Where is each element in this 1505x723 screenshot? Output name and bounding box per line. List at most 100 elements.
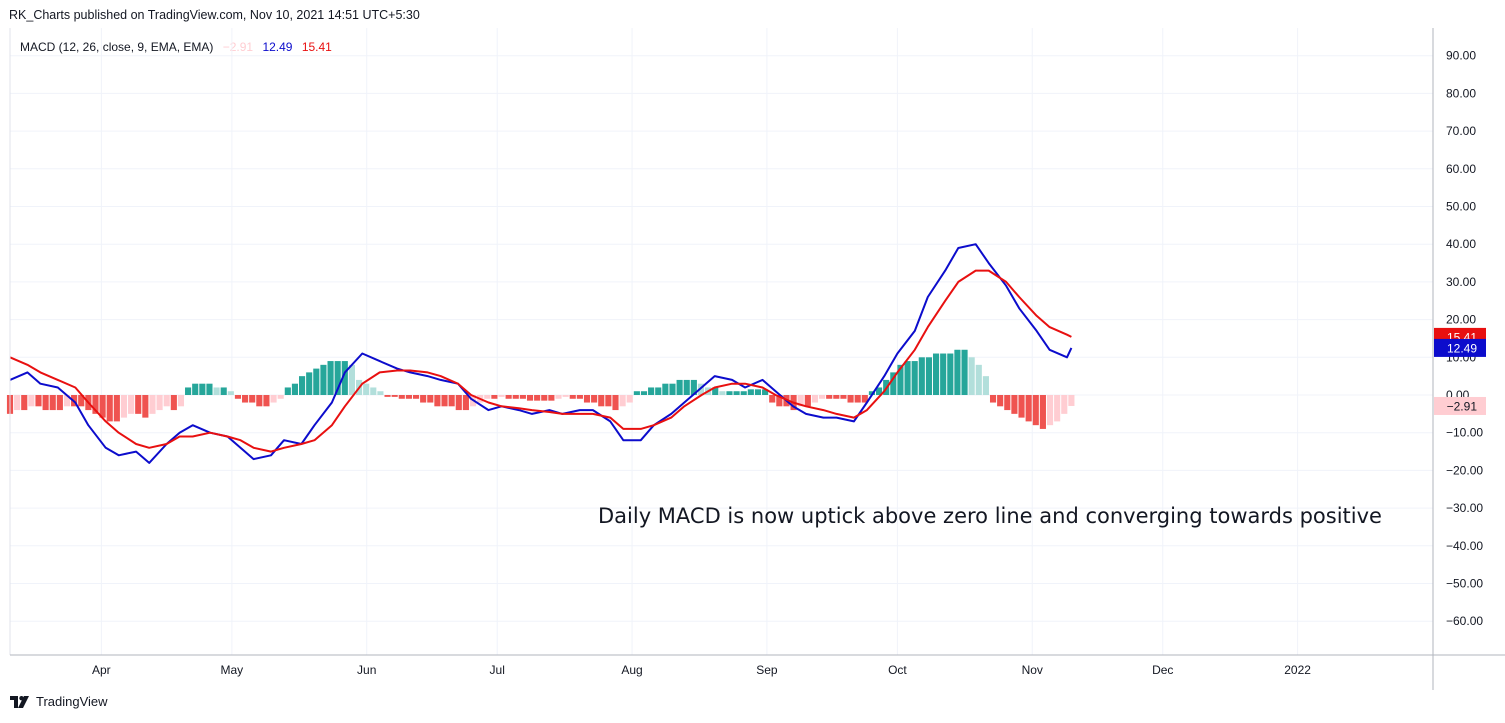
histogram-bar <box>904 361 911 395</box>
histogram-bar <box>220 387 227 395</box>
price-label-text: 12.49 <box>1447 341 1477 355</box>
histogram-bar <box>947 353 954 395</box>
histogram-bar <box>334 361 341 395</box>
histogram-bar <box>462 395 469 411</box>
histogram-bar <box>405 395 412 399</box>
price-label-box <box>1434 396 1486 415</box>
y-tick-label: 40.00 <box>1446 237 1476 251</box>
histogram-bar <box>348 364 355 395</box>
footer[interactable]: TradingView <box>10 694 108 709</box>
histogram-bar <box>491 395 498 399</box>
annotation-text: Daily MACD is now uptick above zero line… <box>598 504 1382 528</box>
histogram-bar <box>299 376 306 395</box>
x-tick-label: Nov <box>1022 663 1043 677</box>
histogram-bar <box>370 387 377 395</box>
y-tick-label: −10.00 <box>1446 426 1483 440</box>
histogram-bar <box>120 395 128 418</box>
histogram-bar <box>548 395 555 401</box>
x-tick-label: Sep <box>756 663 778 677</box>
histogram-bar <box>306 372 313 395</box>
histogram-bar <box>177 395 185 407</box>
histogram-bar <box>932 353 940 395</box>
macd-chart[interactable]: 90.00 80.00 70.00 60.00 50.00 40.00 30.00 20.00… <box>0 0 1505 690</box>
x-tick-label: Aug <box>621 663 642 677</box>
histogram-bar <box>1039 395 1046 429</box>
histogram-bar <box>1046 395 1054 426</box>
histogram-bar <box>690 379 697 395</box>
histogram-bar <box>448 395 455 407</box>
histogram-bar <box>398 395 405 399</box>
y-tick-label: −20.00 <box>1446 463 1483 477</box>
histogram-bar <box>113 395 120 422</box>
histogram-bar <box>975 364 982 395</box>
histogram-bar <box>78 395 85 407</box>
histogram-bar <box>377 391 384 395</box>
histogram-bar <box>163 395 170 407</box>
histogram-bar <box>277 395 284 399</box>
y-tick-label: −50.00 <box>1446 577 1483 591</box>
histogram-bar <box>213 387 220 395</box>
histogram-bar <box>605 395 612 407</box>
y-tick-label: 20.00 <box>1446 313 1476 327</box>
histogram-bar <box>156 395 163 411</box>
histogram-bar <box>63 395 71 407</box>
y-tick-label: 50.00 <box>1446 200 1476 214</box>
indicator-legend[interactable]: MACD (12, 26, close, 9, EMA, EMA) −2.91 … <box>20 40 338 54</box>
histogram-bar <box>754 389 762 395</box>
histogram-bar <box>142 395 149 418</box>
x-tick-label: Jun <box>357 663 376 677</box>
histogram-bar <box>42 395 49 411</box>
series-lines <box>9 243 1073 464</box>
histogram-bar <box>968 357 975 395</box>
histogram-bar <box>170 395 177 411</box>
histogram-bar <box>526 395 534 401</box>
histogram-bar <box>826 395 833 399</box>
histogram-bar <box>619 395 626 407</box>
histogram-bar <box>49 395 56 411</box>
histogram-bar <box>769 395 776 403</box>
histogram-bar <box>989 395 997 403</box>
histogram-bar <box>982 376 989 395</box>
histogram-bar <box>427 395 434 403</box>
histogram-bar <box>555 395 562 399</box>
histogram-bar <box>512 395 519 399</box>
histogram-bar <box>412 395 420 399</box>
histogram-bar <box>733 391 740 395</box>
histogram-bar <box>199 383 206 395</box>
axes: 90.00 80.00 70.00 60.00 50.00 40.00 30.00 20.00… <box>9 28 1505 690</box>
y-tick-label: 30.00 <box>1446 275 1476 289</box>
histogram-bar <box>954 349 961 395</box>
histogram-bar <box>1004 395 1011 411</box>
x-tick-label: Apr <box>92 663 111 677</box>
histogram-bar <box>626 395 633 403</box>
histogram-bar <box>740 391 747 395</box>
histogram-bar <box>270 395 277 403</box>
histogram-bar <box>242 395 249 403</box>
histogram-bar <box>833 395 840 399</box>
histogram-bar <box>441 395 448 407</box>
histogram-bar <box>206 383 213 395</box>
histogram-bar <box>655 387 662 395</box>
histogram-bar <box>256 395 263 407</box>
histogram-bar <box>712 387 719 395</box>
histogram-bar <box>313 368 320 395</box>
y-tick-label: −30.00 <box>1446 501 1483 515</box>
macd-line <box>9 243 1073 464</box>
histogram-bar <box>847 395 854 403</box>
histogram-bar <box>811 395 819 403</box>
histogram-bar <box>541 395 548 401</box>
histogram-bar <box>640 391 648 395</box>
y-tick-label: −60.00 <box>1446 614 1483 628</box>
histogram-bar <box>135 395 142 414</box>
histogram-bar <box>776 395 783 407</box>
histogram-bar <box>676 379 683 395</box>
histogram-value: −2.91 <box>222 40 254 54</box>
histogram-bar <box>128 395 135 414</box>
histogram-bar <box>612 395 619 411</box>
histogram-bar <box>249 395 256 403</box>
histogram-bar <box>576 395 583 399</box>
x-tick-label: 2022 <box>1284 663 1311 677</box>
histogram-bar <box>234 395 242 399</box>
price-label-box <box>1434 338 1486 357</box>
histogram-bar <box>341 361 348 395</box>
